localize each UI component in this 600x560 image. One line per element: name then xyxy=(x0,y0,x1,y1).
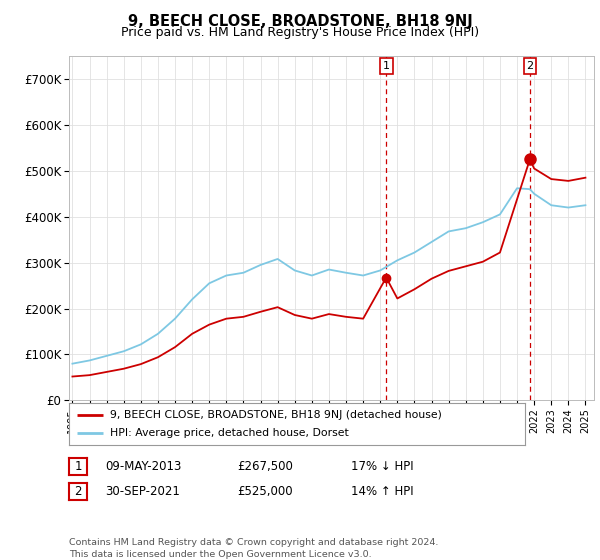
Text: 14% ↑ HPI: 14% ↑ HPI xyxy=(351,485,413,498)
Text: Price paid vs. HM Land Registry's House Price Index (HPI): Price paid vs. HM Land Registry's House … xyxy=(121,26,479,39)
Text: 9, BEECH CLOSE, BROADSTONE, BH18 9NJ (detached house): 9, BEECH CLOSE, BROADSTONE, BH18 9NJ (de… xyxy=(110,409,442,419)
Text: Contains HM Land Registry data © Crown copyright and database right 2024.
This d: Contains HM Land Registry data © Crown c… xyxy=(69,538,439,559)
Text: HPI: Average price, detached house, Dorset: HPI: Average price, detached house, Dors… xyxy=(110,428,349,438)
Text: 2: 2 xyxy=(74,485,82,498)
Text: 1: 1 xyxy=(383,61,390,71)
Text: £267,500: £267,500 xyxy=(237,460,293,473)
Text: 1: 1 xyxy=(74,460,82,473)
Text: 2: 2 xyxy=(526,61,533,71)
Text: 9, BEECH CLOSE, BROADSTONE, BH18 9NJ: 9, BEECH CLOSE, BROADSTONE, BH18 9NJ xyxy=(128,14,472,29)
Text: 17% ↓ HPI: 17% ↓ HPI xyxy=(351,460,413,473)
Text: 30-SEP-2021: 30-SEP-2021 xyxy=(105,485,180,498)
Text: 09-MAY-2013: 09-MAY-2013 xyxy=(105,460,181,473)
Text: £525,000: £525,000 xyxy=(237,485,293,498)
